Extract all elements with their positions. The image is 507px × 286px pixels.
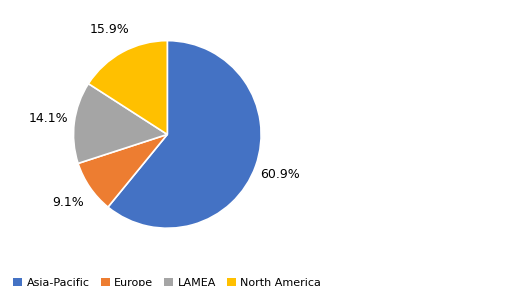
Text: 60.9%: 60.9% — [261, 168, 300, 181]
Wedge shape — [88, 41, 167, 134]
Wedge shape — [74, 84, 167, 163]
Wedge shape — [78, 134, 167, 207]
Text: 14.1%: 14.1% — [28, 112, 68, 126]
Text: 9.1%: 9.1% — [52, 196, 84, 209]
Legend: Asia-Pacific, Europe, LAMEA, North America: Asia-Pacific, Europe, LAMEA, North Ameri… — [13, 278, 321, 286]
Wedge shape — [108, 41, 261, 228]
Text: 15.9%: 15.9% — [90, 23, 130, 35]
